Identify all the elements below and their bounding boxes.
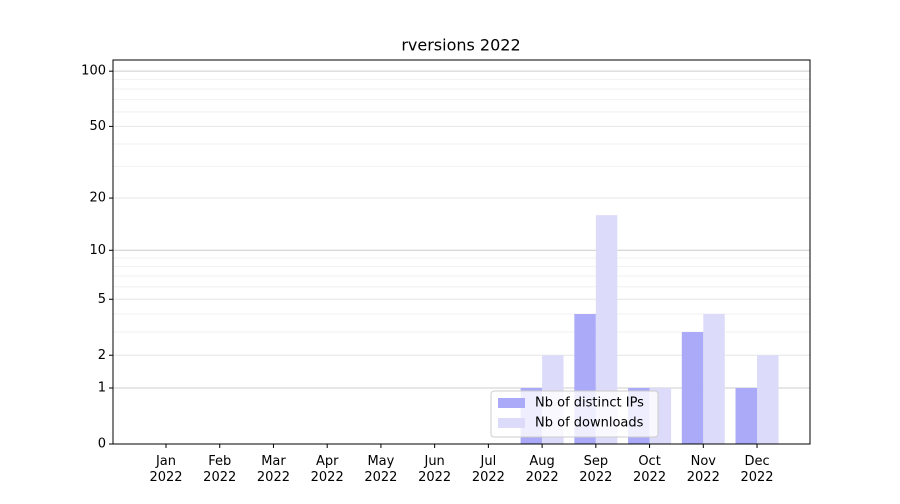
x-tick-label: Mar 2022 [257,454,290,485]
x-tick-label: Sep 2022 [579,454,612,485]
axes-frame [112,59,811,445]
bar [757,355,779,444]
x-tick-label: Oct 2022 [633,454,666,485]
legend-swatch [498,398,525,408]
legend-label: Nb of distinct IPs [535,396,644,411]
x-tick-label: Nov 2022 [687,454,720,485]
legend-box [490,390,659,438]
x-tick-label: May 2022 [364,454,397,485]
bar [703,313,725,444]
bar [681,332,704,444]
x-tick-label: Dec 2022 [740,454,773,485]
x-tick-label: Jun 2022 [418,454,451,485]
y-tick-label: 50 [89,119,106,134]
y-tick-label: 5 [98,292,106,307]
y-tick-label: 1 [98,381,106,396]
legend-label: Nb of downloads [535,416,644,431]
x-tick-label: Apr 2022 [311,454,344,485]
y-tick-label: 2 [98,348,106,363]
x-tick-label: Jan 2022 [149,454,182,485]
chart-title: rversions 2022 [401,36,520,55]
x-tick-label: Jul 2022 [472,454,505,485]
y-tick-label: 20 [89,191,106,206]
y-tick-label: 100 [81,64,106,79]
x-tick-label: Aug 2022 [526,454,559,485]
y-tick-label: 10 [89,243,106,258]
bar [595,215,618,444]
y-tick-label: 0 [98,437,106,452]
legend-swatch [498,418,525,428]
bar [735,388,758,444]
x-tick-label: Feb 2022 [203,454,236,485]
